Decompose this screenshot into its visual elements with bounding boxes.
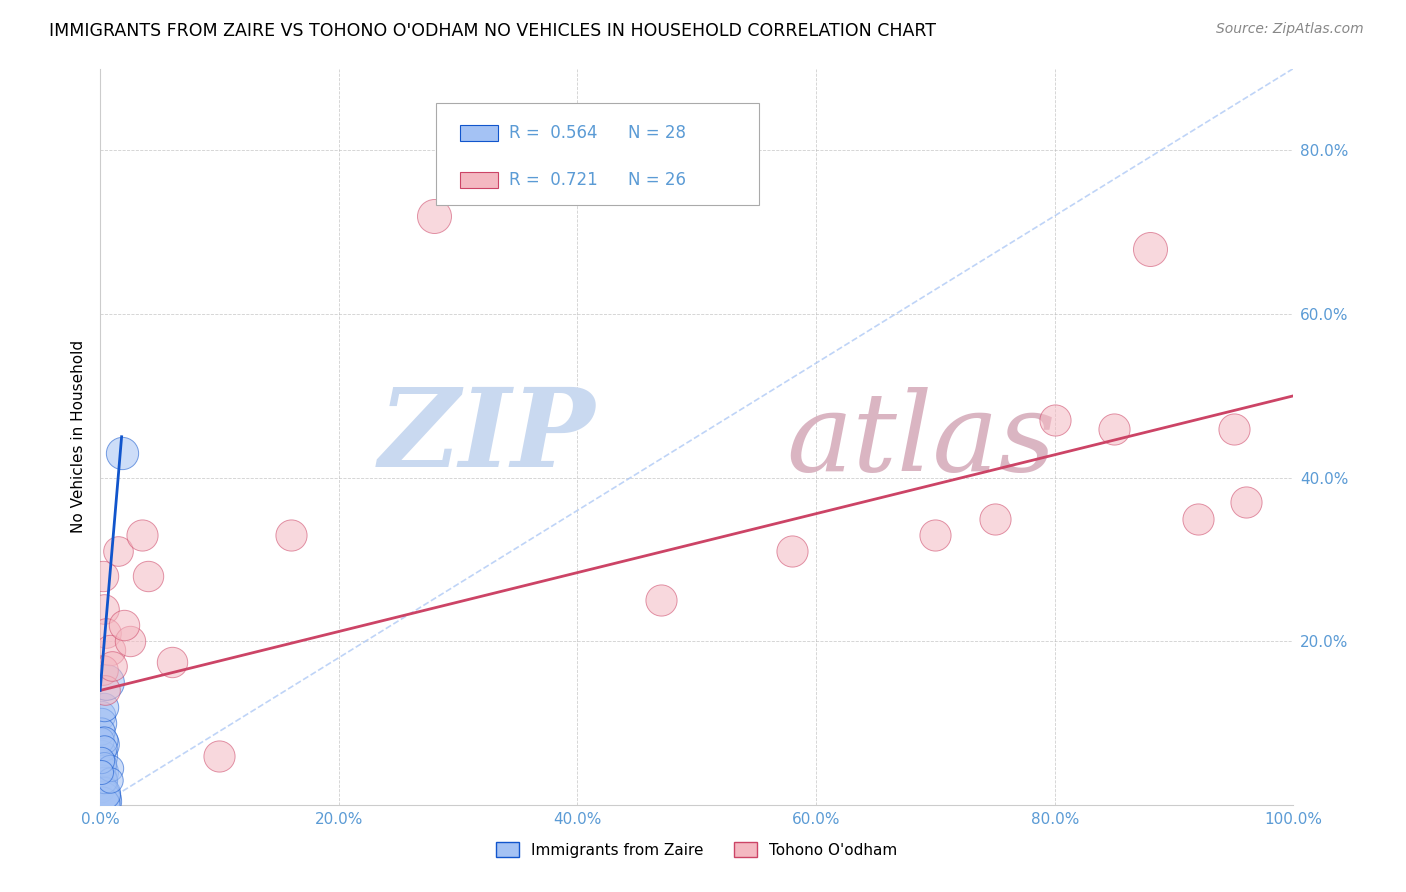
Point — [90, 794, 112, 808]
Point — [90, 724, 112, 739]
Point — [93, 601, 115, 615]
Point — [93, 757, 115, 772]
Point — [93, 786, 115, 800]
Point — [90, 753, 112, 767]
Point — [98, 642, 121, 657]
Point — [90, 769, 112, 783]
Point — [98, 761, 121, 775]
Point — [90, 737, 112, 751]
Point — [90, 732, 112, 747]
Point — [423, 209, 446, 223]
Point — [984, 511, 1007, 525]
Text: ZIP: ZIP — [378, 383, 595, 491]
Point — [1139, 242, 1161, 256]
Point — [93, 699, 115, 714]
Point — [94, 626, 117, 640]
Point — [1187, 511, 1209, 525]
Point — [1104, 421, 1126, 435]
Y-axis label: No Vehicles in Household: No Vehicles in Household — [72, 340, 86, 533]
Point — [112, 618, 135, 632]
Point — [101, 658, 124, 673]
Point — [160, 655, 183, 669]
Legend: Immigrants from Zaire, Tohono O'odham: Immigrants from Zaire, Tohono O'odham — [489, 836, 904, 863]
Point — [91, 663, 114, 677]
Point — [1043, 413, 1066, 427]
Point — [1234, 495, 1257, 509]
Point — [90, 748, 112, 763]
Text: R =  0.721: R = 0.721 — [509, 171, 598, 189]
Text: atlas: atlas — [786, 387, 1056, 494]
Point — [90, 765, 112, 780]
Point — [91, 569, 114, 583]
Point — [90, 797, 112, 812]
Text: Source: ZipAtlas.com: Source: ZipAtlas.com — [1216, 22, 1364, 37]
Point — [90, 708, 112, 723]
Point — [90, 757, 112, 772]
Point — [94, 683, 117, 698]
Point — [93, 740, 115, 755]
Point — [90, 716, 112, 731]
Point — [924, 528, 946, 542]
Point — [90, 789, 112, 804]
Point — [280, 528, 302, 542]
Point — [90, 773, 112, 788]
Text: N = 28: N = 28 — [628, 124, 686, 142]
Point — [90, 781, 112, 796]
Text: IMMIGRANTS FROM ZAIRE VS TOHONO O'ODHAM NO VEHICLES IN HOUSEHOLD CORRELATION CHA: IMMIGRANTS FROM ZAIRE VS TOHONO O'ODHAM … — [49, 22, 936, 40]
Point — [136, 569, 159, 583]
Point — [131, 528, 153, 542]
Point — [94, 675, 117, 690]
Point — [90, 765, 112, 780]
Point — [93, 773, 115, 788]
Point — [93, 732, 115, 747]
Point — [98, 773, 121, 788]
Point — [780, 544, 803, 558]
Point — [650, 593, 672, 607]
Point — [1222, 421, 1244, 435]
Point — [107, 544, 129, 558]
Point — [208, 748, 231, 763]
Point — [90, 778, 112, 792]
Point — [90, 786, 112, 800]
Point — [110, 446, 132, 460]
Text: N = 26: N = 26 — [628, 171, 686, 189]
Point — [118, 634, 141, 648]
Text: R =  0.564: R = 0.564 — [509, 124, 598, 142]
